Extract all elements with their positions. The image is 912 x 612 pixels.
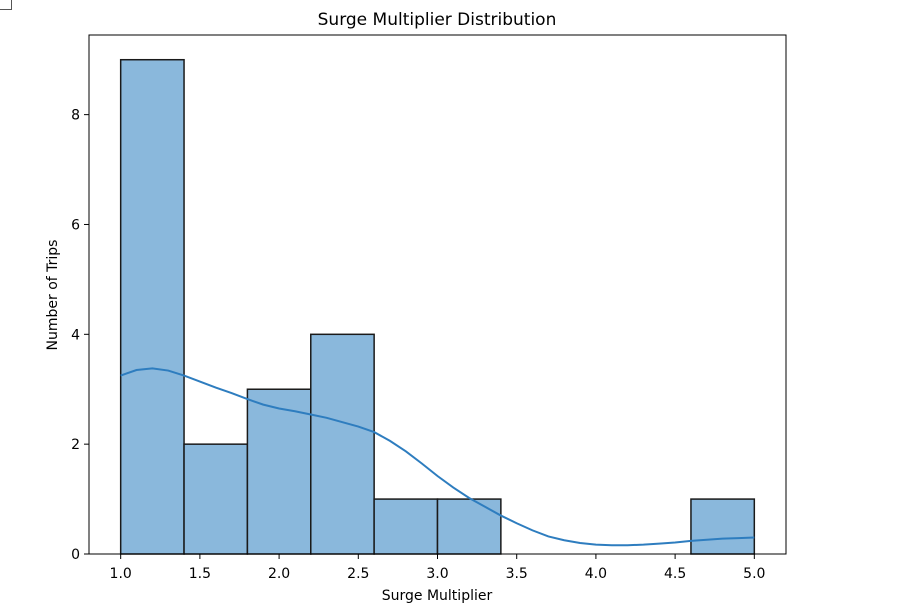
x-tick-label: 4.0 [585, 566, 607, 582]
x-tick-label: 3.5 [506, 566, 528, 582]
x-axis-label: Surge Multiplier [382, 588, 493, 604]
x-tick-label: 3.0 [426, 566, 448, 582]
x-tick-label: 2.5 [347, 566, 369, 582]
y-tick-label: 2 [71, 437, 80, 453]
y-axis-label: Number of Trips [45, 240, 61, 351]
y-ticks: 0 2 4 6 8 [71, 108, 89, 563]
y-tick-label: 8 [71, 108, 80, 124]
histogram-bar-3 [310, 333, 375, 555]
x-tick-label: 2.0 [268, 566, 290, 582]
kde-line [120, 367, 755, 547]
histogram-bar-0 [119, 58, 185, 555]
histogram-bar-1 [183, 443, 249, 555]
x-tick-label: 1.5 [189, 566, 211, 582]
y-tick-label: 6 [71, 217, 80, 233]
x-tick-label: 1.0 [110, 566, 132, 582]
histogram-bar-9 [690, 498, 756, 555]
corner-checkbox [0, 0, 12, 10]
y-tick-label: 0 [71, 547, 80, 563]
x-ticks: 1.0 1.5 2.0 2.5 3.0 3.5 4.0 4.5 5.0 [110, 554, 765, 582]
histogram-bar-2 [246, 388, 312, 555]
histogram-bar-5 [436, 498, 502, 555]
y-tick-label: 4 [71, 327, 80, 343]
x-tick-label: 4.5 [664, 566, 686, 582]
bars-group [119, 58, 756, 555]
chart-title: Surge Multiplier Distribution [318, 10, 557, 30]
histogram-bar-4 [373, 498, 439, 555]
x-tick-label: 5.0 [743, 566, 765, 582]
